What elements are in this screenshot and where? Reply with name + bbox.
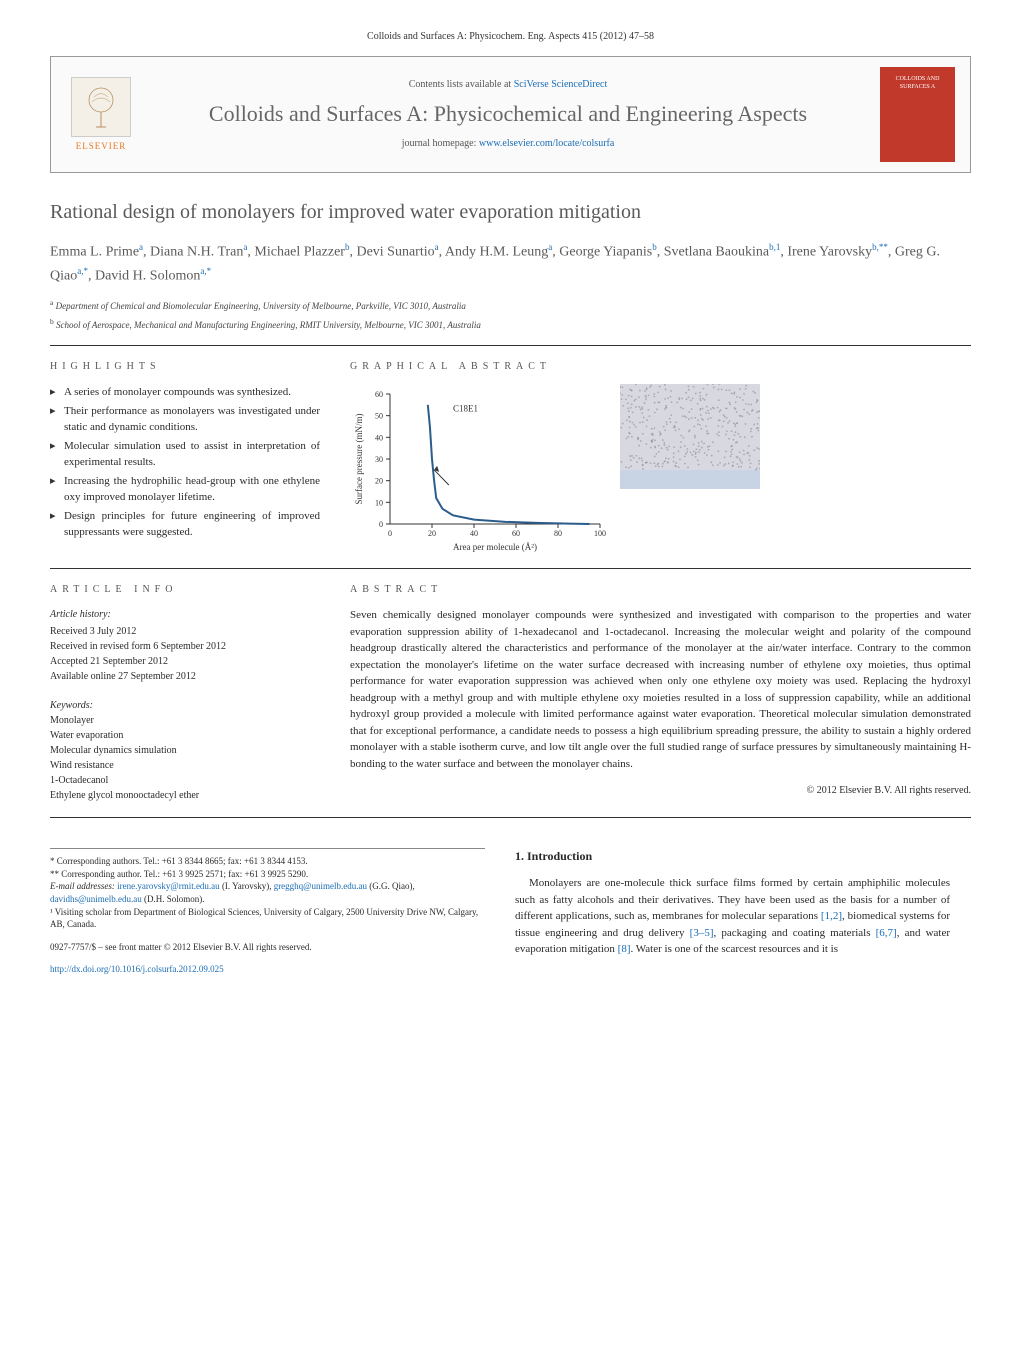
article-info-heading: ARTICLE INFO: [50, 583, 320, 597]
info-abstract-row: ARTICLE INFO Article history: Received 3…: [50, 583, 971, 803]
highlight-item: Molecular simulation used to assist in i…: [50, 438, 320, 471]
svg-text:C18E1: C18E1: [453, 404, 478, 414]
journal-title: Colloids and Surfaces A: Physicochemical…: [151, 100, 865, 129]
citation-link[interactable]: [1,2]: [821, 910, 842, 922]
footer-issn: 0927-7757/$ – see front matter © 2012 El…: [50, 941, 485, 954]
svg-text:20: 20: [375, 477, 383, 486]
svg-text:Surface pressure (mN/m): Surface pressure (mN/m): [354, 414, 364, 505]
keyword-item: Water evaporation: [50, 728, 320, 743]
sciencedirect-link[interactable]: SciVerse ScienceDirect: [514, 79, 608, 90]
keyword-item: Wind resistance: [50, 758, 320, 773]
svg-text:10: 10: [375, 499, 383, 508]
highlight-item: A series of monolayer compounds was synt…: [50, 384, 320, 401]
highlight-item: Increasing the hydrophilic head-group wi…: [50, 473, 320, 506]
footer-doi: http://dx.doi.org/10.1016/j.colsurfa.201…: [50, 963, 485, 976]
keyword-item: Ethylene glycol monooctadecyl ether: [50, 788, 320, 803]
svg-text:40: 40: [470, 529, 478, 538]
footnote-emails: E-mail addresses: irene.yarovsky@rmit.ed…: [50, 880, 485, 905]
citation-link[interactable]: [6,7]: [876, 927, 897, 939]
highlights-list: A series of monolayer compounds was synt…: [50, 384, 320, 541]
svg-text:40: 40: [375, 434, 383, 443]
history-line: Received 3 July 2012: [50, 624, 320, 639]
doi-link[interactable]: http://dx.doi.org/10.1016/j.colsurfa.201…: [50, 964, 224, 974]
svg-text:80: 80: [554, 529, 562, 538]
affiliation-line: b School of Aerospace, Mechanical and Ma…: [50, 317, 971, 332]
svg-text:0: 0: [379, 520, 383, 529]
graphical-abstract-content: 0 20 40 60 80 100 0 10 20 30 40 50 60 Area per molecu…: [350, 384, 971, 554]
intro-text: Monolayers are one-molecule thick surfac…: [515, 875, 950, 958]
abstract-heading: ABSTRACT: [350, 583, 971, 597]
separator-rule: [50, 568, 971, 569]
highlight-item: Their performance as monolayers was inve…: [50, 403, 320, 436]
isotherm-chart: 0 20 40 60 80 100 0 10 20 30 40 50 60 Area per molecu…: [350, 384, 610, 554]
keyword-item: 1-Octadecanol: [50, 773, 320, 788]
abstract-text: Seven chemically designed monolayer comp…: [350, 607, 971, 772]
svg-text:60: 60: [512, 529, 520, 538]
history-line: Available online 27 September 2012: [50, 669, 320, 684]
history-line: Accepted 21 September 2012: [50, 654, 320, 669]
journal-cover-thumbnail: COLLOIDS AND SURFACES A: [880, 67, 955, 162]
footnote-line: ** Corresponding author. Tel.: +61 3 992…: [50, 868, 485, 881]
simulation-snapshot: [620, 384, 760, 489]
highlight-item: Design principles for future engineering…: [50, 508, 320, 541]
citation-link[interactable]: [8]: [618, 943, 631, 955]
email-link[interactable]: gregghq@unimelb.edu.au: [274, 881, 367, 891]
authors-line: Emma L. Primea, Diana N.H. Trana, Michae…: [50, 240, 971, 288]
homepage-prefix: journal homepage:: [402, 138, 479, 149]
svg-text:100: 100: [594, 529, 606, 538]
journal-center: Contents lists available at SciVerse Sci…: [151, 78, 865, 151]
highlights-heading: HIGHLIGHTS: [50, 360, 320, 374]
intro-heading: 1. Introduction: [515, 848, 950, 865]
journal-header-box: ELSEVIER Contents lists available at Sci…: [50, 56, 971, 173]
svg-text:50: 50: [375, 412, 383, 421]
elsevier-text: ELSEVIER: [76, 140, 127, 153]
keywords-heading: Keywords:: [50, 698, 320, 713]
keywords-block: Keywords: MonolayerWater evaporationMole…: [50, 698, 320, 803]
separator-rule: [50, 345, 971, 346]
history-heading: Article history:: [50, 607, 320, 622]
header-citation: Colloids and Surfaces A: Physicochem. En…: [50, 30, 971, 44]
email-link[interactable]: irene.yarovsky@rmit.edu.au: [117, 881, 220, 891]
email-link[interactable]: davidhs@unimelb.edu.au: [50, 894, 142, 904]
article-info-block: Article history: Received 3 July 2012Rec…: [50, 607, 320, 684]
keyword-item: Monolayer: [50, 713, 320, 728]
contents-line: Contents lists available at SciVerse Sci…: [151, 78, 865, 92]
svg-text:60: 60: [375, 390, 383, 399]
svg-text:0: 0: [388, 529, 392, 538]
highlights-graphical-row: HIGHLIGHTS A series of monolayer compoun…: [50, 360, 971, 554]
intro-section: * Corresponding authors. Tel.: +61 3 834…: [50, 848, 971, 976]
keyword-item: Molecular dynamics simulation: [50, 743, 320, 758]
affiliation-line: a Department of Chemical and Biomolecula…: [50, 298, 971, 313]
contents-prefix: Contents lists available at: [409, 79, 514, 90]
elsevier-logo: ELSEVIER: [66, 75, 136, 155]
footnotes-block: * Corresponding authors. Tel.: +61 3 834…: [50, 848, 485, 931]
svg-text:30: 30: [375, 455, 383, 464]
svg-text:Area per molecule (Å²): Area per molecule (Å²): [453, 542, 537, 552]
elsevier-tree-icon: [71, 77, 131, 137]
citation-link[interactable]: [3–5]: [690, 927, 714, 939]
cover-text: COLLOIDS AND SURFACES A: [880, 75, 955, 92]
homepage-link[interactable]: www.elsevier.com/locate/colsurfa: [479, 138, 614, 149]
journal-homepage: journal homepage: www.elsevier.com/locat…: [151, 137, 865, 151]
history-line: Received in revised form 6 September 201…: [50, 639, 320, 654]
separator-rule: [50, 817, 971, 818]
footnote-visiting: ¹ Visiting scholar from Department of Bi…: [50, 906, 485, 931]
abstract-copyright: © 2012 Elsevier B.V. All rights reserved…: [350, 784, 971, 798]
svg-text:20: 20: [428, 529, 436, 538]
footnote-line: * Corresponding authors. Tel.: +61 3 834…: [50, 855, 485, 868]
article-title: Rational design of monolayers for improv…: [50, 198, 971, 226]
graphical-abstract-heading: GRAPHICAL ABSTRACT: [350, 360, 971, 374]
